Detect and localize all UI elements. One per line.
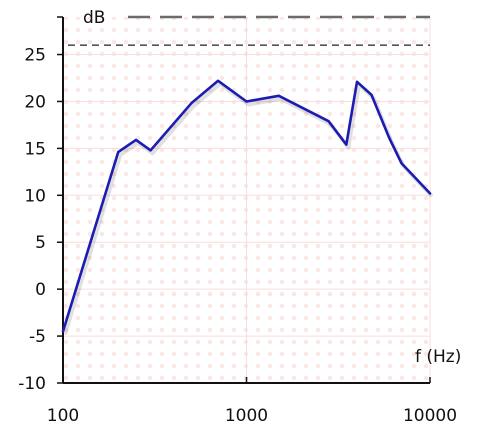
- y-unit-label: dB: [83, 8, 105, 28]
- y-tick-label: 10: [24, 186, 46, 206]
- y-tick-label: 15: [24, 139, 46, 159]
- y-tick-label: -5: [29, 327, 46, 347]
- y-tick-label: 20: [24, 92, 46, 112]
- y-tick-label: 25: [24, 46, 46, 66]
- x-unit-label: f (Hz): [415, 347, 461, 367]
- x-tick-label: 100: [47, 406, 79, 426]
- x-tick-label: 10000: [403, 406, 457, 426]
- x-tick-label: 1000: [225, 406, 268, 426]
- y-tick-label: 5: [35, 233, 46, 253]
- series-line: [61, 79, 432, 333]
- y-tick-label: -10: [18, 374, 46, 394]
- y-tick-label: 0: [35, 280, 46, 300]
